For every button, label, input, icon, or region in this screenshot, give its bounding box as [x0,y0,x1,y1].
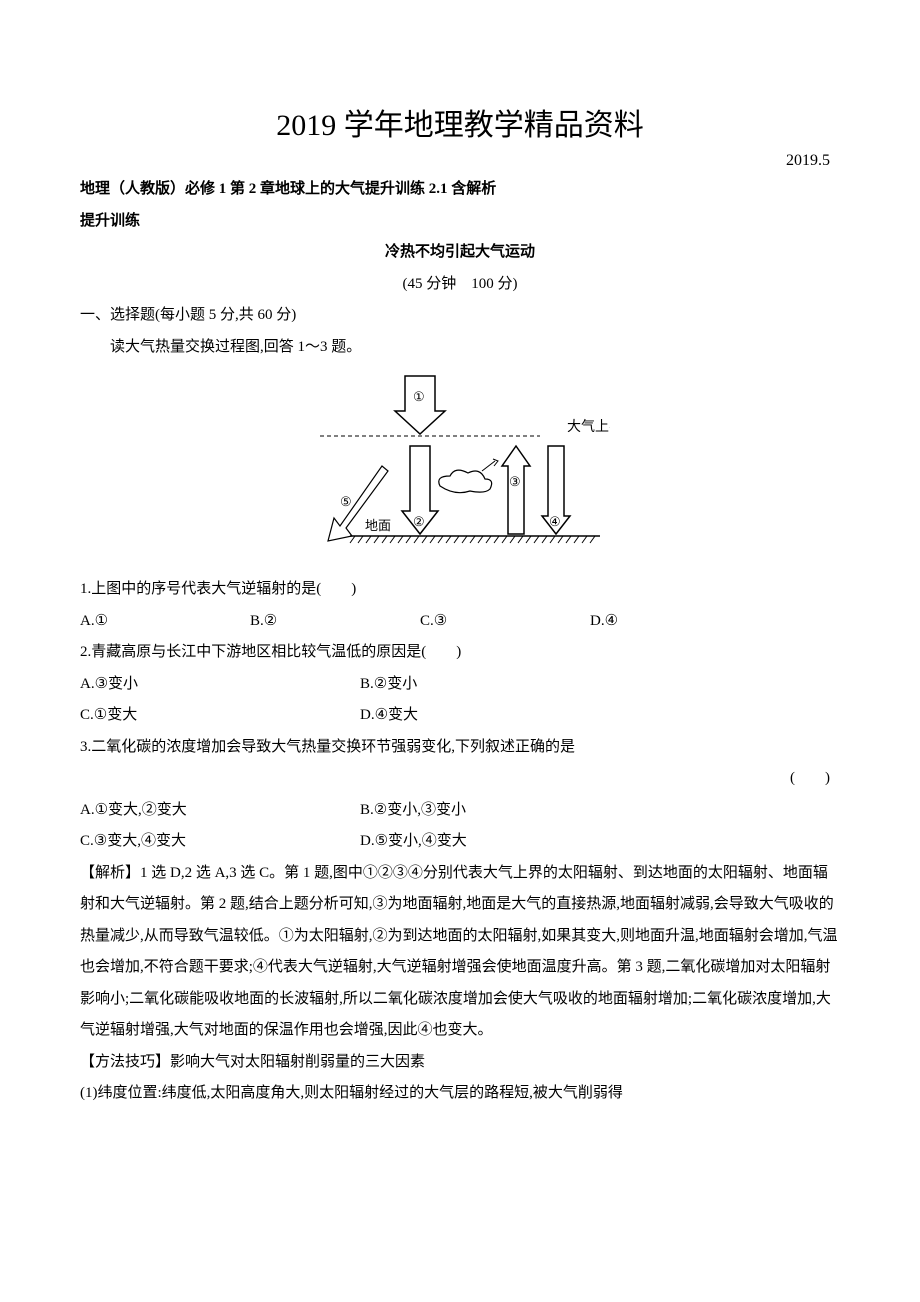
q3-opt-c: C.③变大,④变大 [80,826,360,858]
q3-paren: ( ) [80,763,840,795]
label-1: ① [413,389,425,404]
analysis-text: 【解析】1 选 D,2 选 A,3 选 C。第 1 题,图中①②③④分别代表大气… [80,858,840,1047]
method-title: 【方法技巧】影响大气对太阳辐射削弱量的三大因素 [80,1047,840,1079]
label-ground: 地面 [365,518,391,533]
q3-opt-a: A.①变大,②变大 [80,795,360,827]
q1-opt-b: B.② [250,606,420,638]
label-boundary: 大气上界 [567,419,610,435]
q2-opt-d: D.④变大 [360,700,640,732]
q3-opt-b: B.②变小,③变小 [360,795,640,827]
heat-exchange-diagram: 大气上界 ① ② ⑤ [80,371,840,566]
label-5: ⑤ [340,494,352,509]
q3-text: 3.二氧化碳的浓度增加会导致大气热量交换环节强弱变化,下列叙述正确的是 [80,732,840,764]
q1-options: A.① B.② C.③ D.④ [80,606,840,638]
arrow-3: ③ [502,446,530,534]
q3-options-row2: C.③变大,④变大 D.⑤变小,④变大 [80,826,840,858]
q2-options-row2: C.①变大 D.④变大 [80,700,840,732]
q3-opt-d: D.⑤变小,④变大 [360,826,640,858]
q2-text: 2.青藏高原与长江中下游地区相比较气温低的原因是( ) [80,637,840,669]
q2-opt-a: A.③变小 [80,669,360,701]
q1-opt-a: A.① [80,606,250,638]
section-1-heading: 一、选择题(每小题 5 分,共 60 分) [80,300,840,332]
timing: (45 分钟 100 分) [80,269,840,301]
arrow-1: ① [395,376,445,434]
main-title: 2019 学年地理教学精品资料 [80,100,840,144]
header-1: 地理（人教版）必修 1 第 2 章地球上的大气提升训练 2.1 含解析 [80,174,840,206]
arrow-4: ④ [542,446,570,534]
q1-text: 1.上图中的序号代表大气逆辐射的是( ) [80,574,840,606]
q1-opt-d: D.④ [590,606,760,638]
q2-options-row1: A.③变小 B.②变小 [80,669,840,701]
q2-opt-b: B.②变小 [360,669,640,701]
cloud-icon [439,459,498,493]
arrow-2: ② [402,446,438,534]
intro-1: 读大气热量交换过程图,回答 1～3 题。 [80,332,840,364]
subtitle: 冷热不均引起大气运动 [80,237,840,269]
ground-hatch [350,536,595,543]
q2-opt-c: C.①变大 [80,700,360,732]
method-p1: (1)纬度位置:纬度低,太阳高度角大,则太阳辐射经过的大气层的路程短,被大气削弱… [80,1078,840,1110]
q1-opt-c: C.③ [420,606,590,638]
header-2: 提升训练 [80,206,840,238]
date: 2019.5 [80,152,840,170]
label-2: ② [413,514,425,529]
label-3: ③ [509,474,521,489]
label-4: ④ [549,514,561,529]
q3-options-row1: A.①变大,②变大 B.②变小,③变小 [80,795,840,827]
